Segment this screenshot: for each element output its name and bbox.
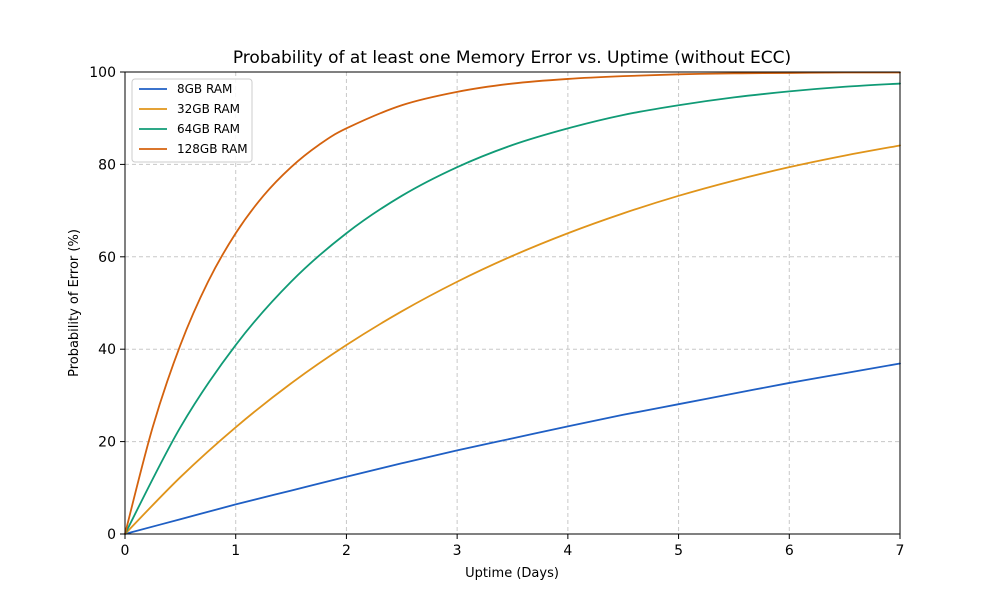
plot-frame xyxy=(124,71,901,535)
x-tick-label: 0 xyxy=(121,543,130,559)
y-tick-label: 60 xyxy=(98,250,116,266)
x-tick-label: 3 xyxy=(453,543,462,559)
y-tick-label: 80 xyxy=(98,157,116,173)
series-line-64gb-ram xyxy=(124,82,901,535)
x-tick-label: 6 xyxy=(785,543,794,559)
legend-label: 8GB RAM xyxy=(177,82,232,96)
y-tick-label: 40 xyxy=(98,342,116,358)
y-tick-label: 20 xyxy=(98,435,116,451)
chart-title: Probability of at least one Memory Error… xyxy=(233,48,791,68)
x-tick-label: 1 xyxy=(231,543,240,559)
series-line-128gb-ram xyxy=(124,71,901,535)
legend-box xyxy=(131,78,253,163)
series-line-8gb-ram xyxy=(124,362,901,535)
series-line-32gb-ram xyxy=(124,144,901,535)
y-tick-label: 0 xyxy=(107,527,116,543)
x-tick-label: 2 xyxy=(342,543,351,559)
legend-label: 32GB RAM xyxy=(177,102,240,116)
legend-label: 128GB RAM xyxy=(177,142,248,156)
legend-label: 64GB RAM xyxy=(177,122,240,136)
grid xyxy=(125,72,900,534)
series-lines xyxy=(124,71,901,535)
x-tick-label: 4 xyxy=(563,543,572,559)
x-axis-title: Uptime (Days) xyxy=(465,566,559,581)
legend: 8GB RAM 32GB RAM 64GB RAM 128GB RAM xyxy=(131,78,253,163)
x-tick-label: 5 xyxy=(674,543,683,559)
y-axis-title: Probability of Error (%) xyxy=(67,229,82,377)
axis-ticks: 0 1 2 3 4 5 6 7 0 20 40 60 80 100 xyxy=(89,65,904,559)
x-tick-label: 7 xyxy=(896,543,905,559)
y-tick-label: 100 xyxy=(89,65,116,81)
